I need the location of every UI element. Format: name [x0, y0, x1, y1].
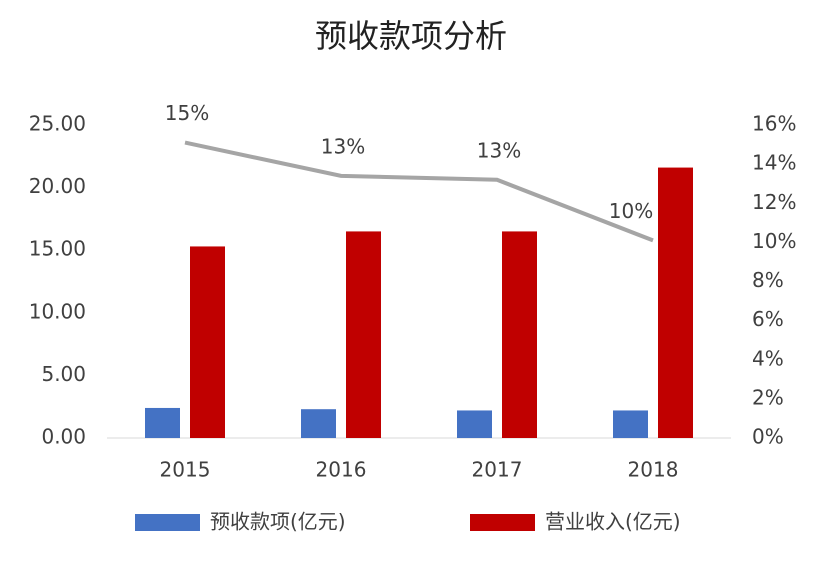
y2-tick-label: 2%: [752, 385, 784, 409]
data-label: 10%: [609, 199, 653, 223]
legend-swatch: [470, 514, 535, 531]
y2-tick-label: 4%: [752, 346, 784, 370]
y-tick-label: 0.00: [41, 425, 86, 449]
y2-tick-label: 0%: [752, 425, 784, 449]
bar: [301, 409, 336, 438]
bar: [457, 410, 492, 438]
data-label: 15%: [165, 101, 209, 125]
y-tick-label: 15.00: [29, 237, 86, 261]
bar: [658, 167, 693, 438]
y2-tick-label: 8%: [752, 268, 784, 292]
x-tick-label: 2018: [628, 458, 679, 482]
y2-tick-label: 10%: [752, 229, 796, 253]
chart-title: 预收款项分析: [315, 17, 507, 55]
x-tick-label: 2015: [160, 458, 211, 482]
data-label: 13%: [477, 138, 521, 162]
legend-swatch: [135, 514, 200, 531]
y2-tick-label: 12%: [752, 190, 796, 214]
bar: [502, 231, 537, 438]
y2-tick-label: 16%: [752, 112, 796, 136]
line: [184, 140, 654, 243]
x-tick-label: 2016: [316, 458, 367, 482]
legend-label: 营业收入(亿元): [545, 510, 681, 534]
x-tick-label: 2017: [472, 458, 523, 482]
y2-tick-label: 6%: [752, 307, 784, 331]
y-tick-label: 20.00: [29, 174, 86, 198]
bar: [145, 407, 180, 438]
y-tick-label: 10.00: [29, 299, 86, 323]
bar: [346, 231, 381, 438]
legend-label: 预收款项(亿元): [210, 510, 346, 534]
bar: [613, 410, 648, 438]
y-tick-label: 25.00: [29, 112, 86, 136]
bar: [190, 246, 225, 438]
y-tick-label: 5.00: [41, 362, 86, 386]
y2-tick-label: 14%: [752, 151, 796, 175]
data-label: 13%: [321, 134, 365, 158]
